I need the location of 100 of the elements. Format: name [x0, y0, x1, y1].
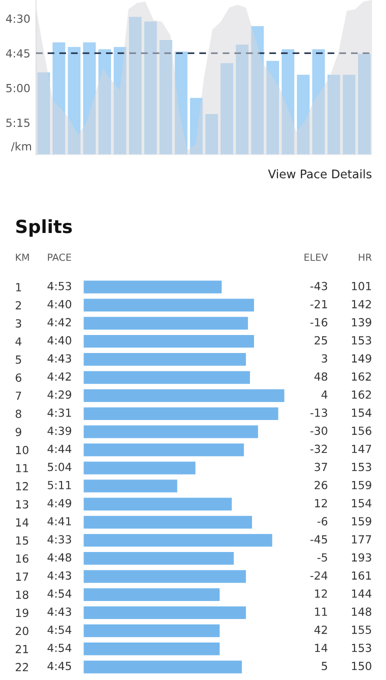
y-tick-label: 4:45: [6, 49, 30, 58]
bar: [83, 568, 248, 584]
text: 4:43: [48, 354, 72, 363]
text: 4:48: [48, 553, 72, 562]
y-tick-label: 11: [16, 464, 28, 472]
y-tick-label: 5: [16, 356, 22, 364]
text: 4:49: [48, 498, 72, 508]
text: 37: [314, 462, 328, 472]
y-tick-label: 20: [16, 626, 28, 636]
text: 162: [352, 390, 371, 399]
text: 14: [315, 644, 328, 652]
bar: [83, 496, 234, 512]
text: -6: [317, 517, 328, 526]
text: 4:29: [48, 390, 72, 399]
bar: [83, 604, 248, 620]
text: 142: [352, 300, 371, 308]
text: 150: [352, 662, 372, 670]
text: 4:54: [48, 644, 72, 652]
y-tick-label: 6: [16, 373, 22, 382]
text: 155: [352, 626, 372, 634]
text: 154: [352, 499, 372, 508]
text: -21: [310, 300, 327, 308]
text: 4:40: [48, 336, 72, 345]
text: 4:43: [48, 608, 72, 616]
text: 4:42: [48, 372, 71, 381]
y-tick-label: 1: [16, 283, 21, 292]
text: -32: [310, 444, 327, 454]
text: 4:39: [48, 426, 72, 435]
bar: [83, 550, 236, 566]
y-tick-label: 21: [16, 644, 28, 654]
y-tick-label: 14: [16, 518, 28, 526]
text: -5: [317, 553, 328, 562]
y-tick-label: 15: [16, 536, 28, 545]
y-tick-label: 17: [16, 572, 28, 581]
y-tick-label: 10: [16, 446, 28, 454]
bar: [83, 406, 280, 422]
text: 5: [322, 662, 328, 670]
text: 26: [314, 480, 328, 490]
y-axis-title: /km: [10, 142, 32, 152]
text: 48: [314, 372, 328, 381]
bar: [83, 370, 252, 386]
text: 177: [352, 535, 372, 544]
text: 101: [352, 282, 371, 290]
y-tick-label: 9: [16, 428, 22, 436]
text: View Pace Details: [268, 169, 372, 178]
text: -45: [310, 535, 328, 544]
text: 3: [322, 354, 328, 363]
bar: [83, 442, 246, 458]
text: 11: [315, 608, 327, 616]
y-tick-label: 16: [16, 554, 28, 563]
text: 148: [352, 608, 372, 616]
y-tick-label: 4:30: [6, 14, 30, 23]
y-axis-title: KM: [16, 254, 29, 261]
text: 42: [314, 626, 327, 634]
text: 4:44: [48, 444, 72, 453]
text: 5:04: [48, 462, 72, 472]
text: -30: [310, 426, 328, 435]
text: 4:54: [48, 590, 72, 598]
y-tick-label: 22: [16, 662, 28, 672]
text: 144: [352, 590, 372, 598]
text: 4:41: [48, 517, 71, 526]
text: 139: [352, 318, 372, 326]
y-tick-label: 5:00: [6, 84, 30, 92]
bar: [83, 641, 222, 657]
text: 154: [352, 408, 372, 417]
text: 153: [352, 644, 372, 652]
text: 153: [352, 336, 372, 345]
text: 193: [352, 553, 372, 562]
y-tick-label: 5:15: [6, 118, 30, 127]
y-tick-label: 19: [16, 608, 28, 618]
text: HR: [358, 254, 372, 261]
text: -24: [310, 571, 328, 580]
bar: [83, 460, 197, 476]
text: PACE: [48, 254, 72, 261]
y-tick-label: 8: [16, 410, 22, 418]
text: 159: [352, 480, 372, 490]
text: 4:40: [48, 300, 72, 308]
bar: [83, 334, 256, 350]
bar: [83, 352, 248, 368]
text: 161: [352, 571, 371, 580]
text: 4:43: [48, 571, 72, 580]
y-tick-label: 13: [16, 500, 28, 509]
text: 4: [321, 390, 328, 399]
y-tick-label: 2: [16, 301, 21, 310]
text: 4:31: [48, 408, 71, 417]
y-tick-label: 7: [16, 392, 22, 400]
bar: [83, 315, 250, 331]
text: -16: [310, 318, 328, 326]
text: 4:33: [48, 535, 72, 544]
chart-title: Splits: [16, 219, 72, 237]
y-tick-label: 3: [16, 319, 22, 328]
bar: [83, 659, 244, 675]
text: 4:45: [48, 662, 71, 670]
text: 4:53: [48, 282, 72, 290]
bar: [83, 514, 254, 530]
text: 147: [352, 444, 372, 453]
text: 12: [315, 589, 327, 598]
text: 162: [352, 372, 371, 381]
bar: [83, 424, 260, 440]
text: 5:11: [48, 481, 71, 490]
